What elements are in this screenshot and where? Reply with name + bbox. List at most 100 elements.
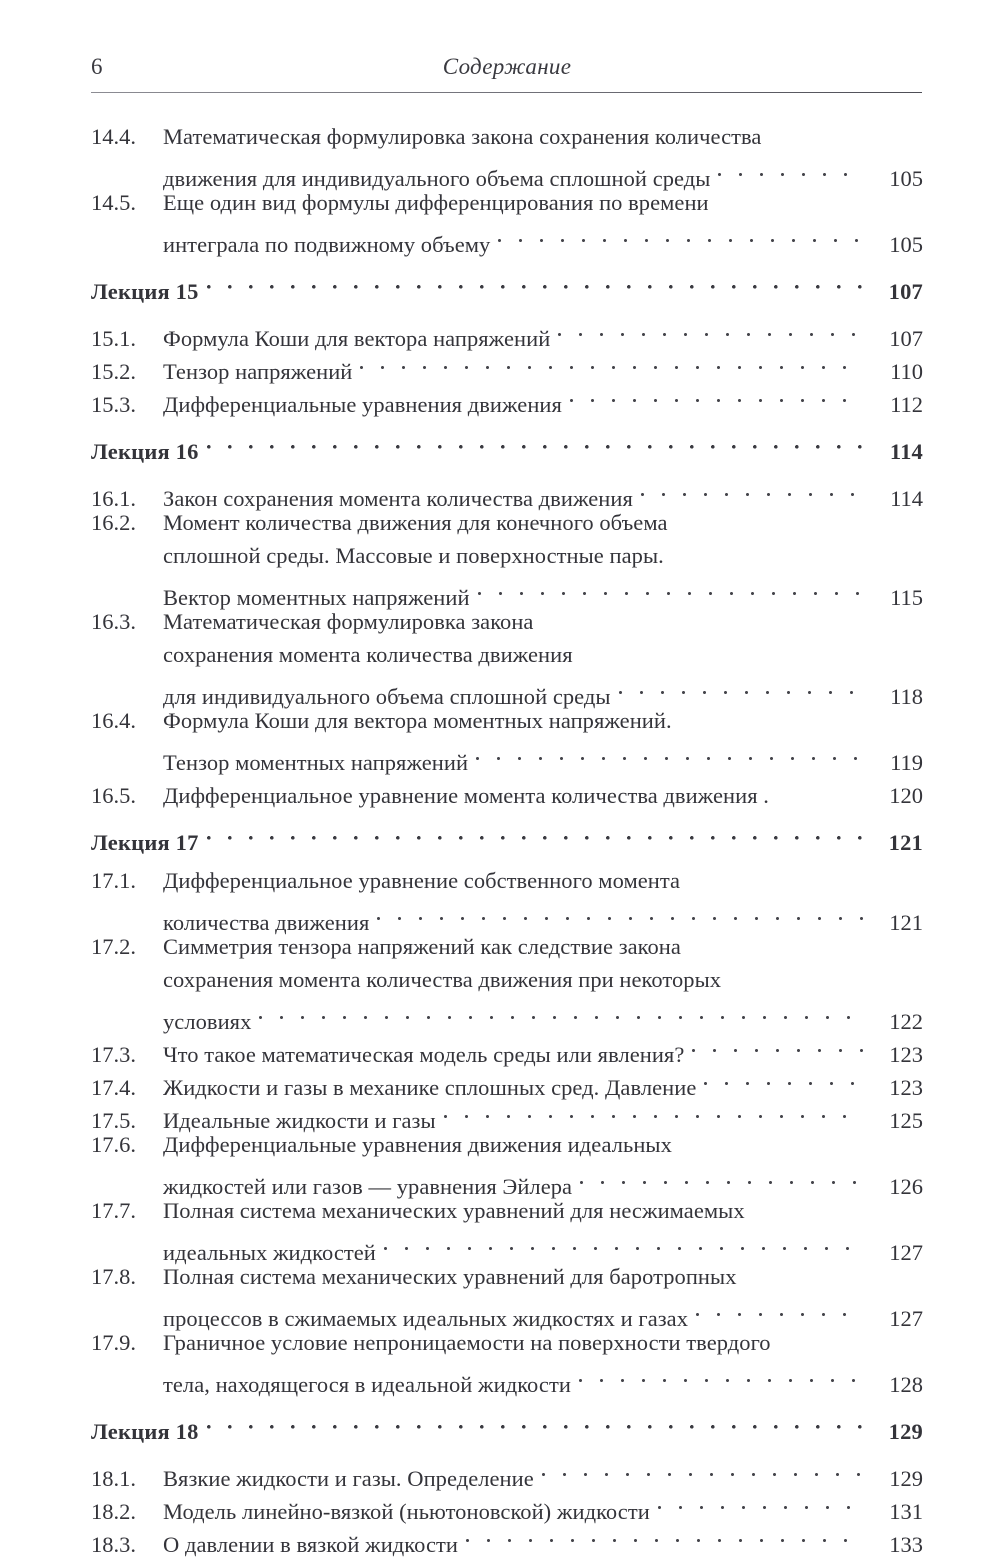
toc-page-number: 114	[889, 439, 923, 464]
toc-section-entry[interactable]: 17.5. Идеальные жидкости и газы 125	[91, 1095, 923, 1133]
toc-entry-line: 17.2.сохранения момента количества движе…	[91, 963, 923, 996]
toc-section-entry[interactable]: 18.3. О давлении в вязкой жидкости 133	[91, 1519, 923, 1557]
toc-dot-leader	[458, 1519, 863, 1552]
toc-entry-title: Формула Коши для вектора моментных напря…	[163, 708, 672, 733]
toc-section-entry[interactable]: 16.5. Дифференциальное уравнение момента …	[91, 770, 923, 808]
toc-entry-text-wrap: Еще один вид формулы дифференцирования п…	[163, 186, 863, 219]
page-folio: 6	[91, 54, 103, 79]
toc-section-entry[interactable]: 18.2. Модель линейно-вязкой (ньютоновской…	[91, 1486, 923, 1524]
toc-entry-number: 16.3.	[91, 609, 136, 634]
toc-entry-title: количества движения	[163, 910, 370, 935]
toc-entry-line: 18.1. Вязкие жидкости и газы. Определение…	[91, 1453, 923, 1491]
toc-dot-leader	[376, 1227, 863, 1260]
toc-page-number: 122	[889, 1009, 923, 1034]
toc-entry-text-wrap: Дифференциальные уравнения движения	[163, 379, 863, 421]
header-divider	[91, 92, 922, 93]
toc-entry-number: 17.4.	[91, 1075, 136, 1100]
toc-entry-text-wrap: Симметрия тензора напряжений как следств…	[163, 930, 863, 963]
toc-entry-number: 15.2.	[91, 359, 136, 384]
toc-page: 6 Содержание 14.4. Математическая формули…	[91, 54, 923, 1557]
toc-section-entry[interactable]: 15.2. Тензор напряжений 110	[91, 346, 923, 384]
toc-entry-title: Формула Коши для вектора напряжений	[163, 326, 551, 351]
toc-entry-text-wrap: жидкостей или газов — уравнения Эйлера	[163, 1161, 863, 1203]
toc-section-entry[interactable]: 17.3. Что такое математическая модель сре…	[91, 1029, 923, 1067]
toc-entry-title: Лекция 18	[91, 1419, 199, 1444]
toc-section-entry[interactable]: 17.9. Граничное условие непроницаемости н…	[91, 1326, 923, 1397]
toc-page-number: 125	[889, 1108, 923, 1133]
toc-entry-line: 18.3. О давлении в вязкой жидкости 133	[91, 1519, 923, 1557]
toc-entry-title: Дифференциальное уравнение момента колич…	[163, 783, 769, 808]
toc-page-number: 107	[888, 279, 923, 304]
toc-entry-line: 17.8. Полная система механических уравнен…	[91, 1260, 923, 1293]
toc-page-number: 107	[889, 326, 923, 351]
toc-section-entry[interactable]: 14.4. Математическая формулировка закона …	[91, 120, 923, 191]
toc-entry-title: Что такое математическая модель среды ил…	[163, 1042, 685, 1067]
toc-entry-text-wrap: Формула Коши для вектора напряжений	[163, 313, 863, 355]
toc-section-entry[interactable]: 18.1. Вязкие жидкости и газы. Определение…	[91, 1453, 923, 1491]
toc-entry-number: 14.4.	[91, 124, 136, 149]
toc-entry-number: 16.1.	[91, 486, 136, 511]
toc-section-entry[interactable]: 16.1. Закон сохранения момента количества…	[91, 473, 923, 511]
toc-entry-title: Тензор моментных напряжений	[163, 750, 469, 775]
toc-entry-line: Лекция 17 121	[91, 817, 923, 855]
toc-entry-line: 16.4. Формула Коши для вектора моментных …	[91, 704, 923, 737]
toc-entry-line: 17.9. Граничное условие непроницаемости н…	[91, 1326, 923, 1359]
toc-entry-line: 17.8.процессов в сжимаемых идеальных жид…	[91, 1293, 923, 1331]
toc-section-entry[interactable]: 17.1. Дифференциальное уравнение собствен…	[91, 864, 923, 935]
toc-entry-line: 15.1. Формула Коши для вектора напряжений…	[91, 313, 923, 351]
toc-entry-line: Лекция 16 114	[91, 426, 923, 464]
toc-section-entry[interactable]: 17.2. Симметрия тензора напряжений как сл…	[91, 930, 923, 1034]
toc-entry-number: 17.3.	[91, 1042, 136, 1067]
toc-dot-leader	[650, 1486, 863, 1519]
toc-entry-title: Лекция 17	[91, 830, 199, 855]
toc-entry-line: 14.4. Математическая формулировка закона …	[91, 120, 923, 153]
toc-section-entry[interactable]: 15.1. Формула Коши для вектора напряжений…	[91, 313, 923, 351]
toc-section-entry[interactable]: 17.8. Полная система механических уравнен…	[91, 1260, 923, 1331]
toc-entry-title: Жидкости и газы в механике сплошных сред…	[163, 1075, 697, 1100]
toc-entry-line: 16.3. Математическая формулировка закона	[91, 605, 923, 638]
toc-lecture-entry[interactable]: Лекция 18 129	[91, 1406, 923, 1444]
toc-entry-number: 17.7.	[91, 1198, 136, 1223]
toc-section-entry[interactable]: 17.7. Полная система механических уравнен…	[91, 1194, 923, 1265]
toc-dot-leader	[468, 737, 863, 770]
toc-dot-leader	[571, 1359, 863, 1392]
toc-page-number: 119	[890, 750, 923, 775]
toc-page-number: 123	[889, 1075, 923, 1100]
toc-entry-text-wrap: процессов в сжимаемых идеальных жидкостя…	[163, 1293, 863, 1335]
toc-entry-title: Момент количества движения для конечного…	[163, 510, 668, 535]
toc-section-entry[interactable]: 16.3.Математическая формулировка закона1…	[91, 605, 923, 709]
toc-lecture-entry[interactable]: Лекция 16 114	[91, 426, 923, 464]
toc-section-entry[interactable]: 17.4. Жидкости и газы в механике сплошных…	[91, 1062, 923, 1100]
toc-entry-line: 16.3.сохранения момента количества движе…	[91, 638, 923, 671]
toc-entry-title: интеграла по подвижному объему	[163, 232, 491, 257]
toc-page-number: 120	[889, 783, 923, 808]
toc-section-entry[interactable]: 17.6. Дифференциальные уравнения движения…	[91, 1128, 923, 1199]
toc-entry-line: Лекция 18 129	[91, 1406, 923, 1444]
toc-section-entry[interactable]: 14.5. Еще один вид формулы дифференцирова…	[91, 186, 923, 257]
toc-page-number: 115	[890, 585, 923, 610]
toc-entry-title: для индивидуального объема сплошной сред…	[163, 684, 611, 709]
toc-entry-line: 16.2.сплошной среды. Массовые и поверхно…	[91, 539, 923, 572]
toc-entry-title: Дифференциальные уравнения движения идеа…	[163, 1132, 672, 1157]
toc-section-entry[interactable]: 16.2. Момент количества движения для коне…	[91, 506, 923, 610]
toc-section-entry[interactable]: 15.3. Дифференциальные уравнения движения…	[91, 379, 923, 417]
toc-lecture-entry[interactable]: Лекция 17 121	[91, 817, 923, 855]
toc-entry-text-wrap: Момент количества движения для конечного…	[163, 506, 863, 539]
toc-dot-leader	[550, 313, 863, 346]
toc-entry-line: 16.1. Закон сохранения момента количества…	[91, 473, 923, 511]
toc-section-entry[interactable]: 16.4. Формула Коши для вектора моментных …	[91, 704, 923, 775]
toc-entry-line: 17.6.жидкостей или газов — уравнения Эйл…	[91, 1161, 923, 1199]
toc-entry-number: 14.5.	[91, 190, 136, 215]
toc-entry-text-wrap: Идеальные жидкости и газы	[163, 1095, 863, 1137]
toc-entry-text-wrap: О давлении в вязкой жидкости	[163, 1519, 863, 1561]
toc-entry-title: Математическая формулировка закона	[163, 609, 534, 634]
toc-entry-text-wrap: Лекция 15	[91, 266, 863, 308]
toc-lecture-entry[interactable]: Лекция 15 107	[91, 266, 923, 304]
toc-entry-number: 17.6.	[91, 1132, 136, 1157]
toc-entry-title: сохранения момента количества движения п…	[163, 967, 722, 992]
toc-entry-text-wrap: Что такое математическая модель среды ил…	[163, 1029, 863, 1071]
toc-entry-title: Полная система механических уравнений дл…	[163, 1264, 737, 1289]
toc-dot-leader	[470, 572, 863, 605]
